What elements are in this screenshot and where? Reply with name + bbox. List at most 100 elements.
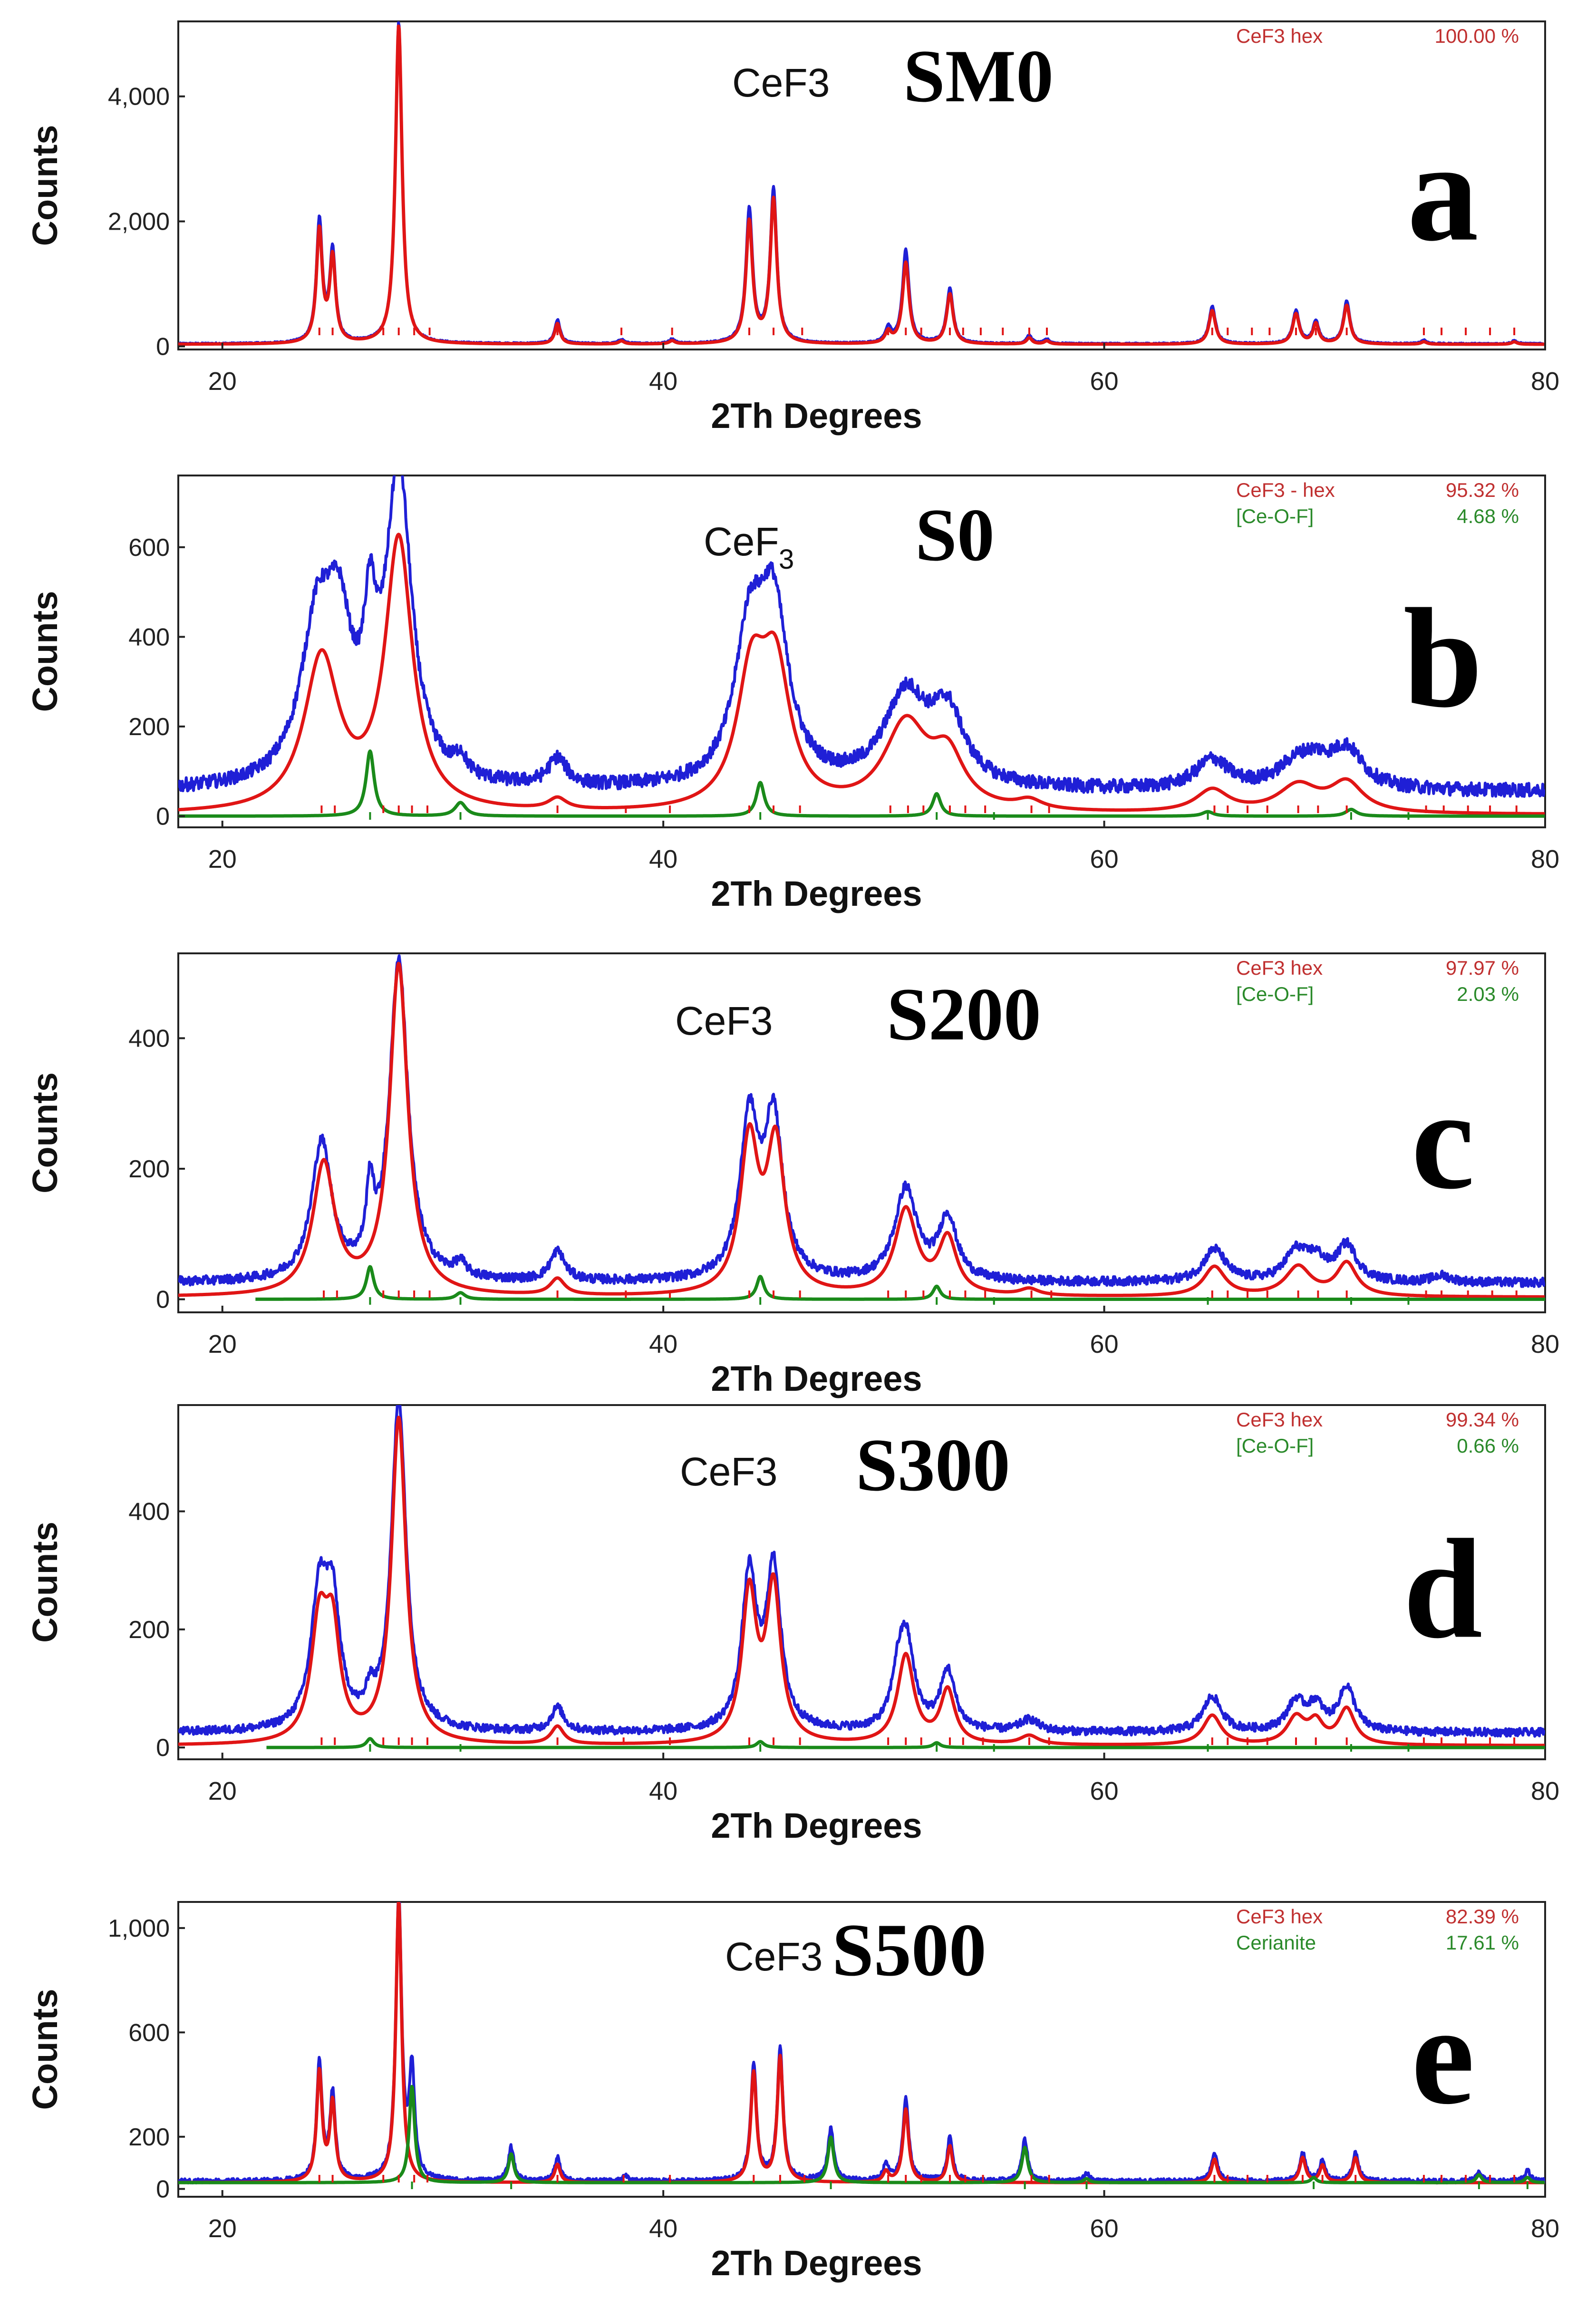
legend-phase-name: CeF3 hex xyxy=(1236,957,1323,979)
y-axis-title: Counts xyxy=(25,591,65,712)
plot-frame xyxy=(177,20,1546,350)
plot-frame xyxy=(177,475,1546,828)
plot-frame xyxy=(177,1404,1546,1760)
phase-label-subscript: 3 xyxy=(779,544,794,575)
panel-letter: d xyxy=(1403,1510,1483,1668)
phase1-fit-line xyxy=(178,961,1545,1299)
x-tick-label: 60 xyxy=(1090,845,1119,873)
legend-phase-name: CeF3 - hex xyxy=(1236,479,1335,501)
legend-phase-name: [Ce-O-F] xyxy=(1236,505,1314,527)
phase2-fit-line xyxy=(178,749,1545,818)
plot-frame xyxy=(177,1901,1546,2198)
x-tick-label: 20 xyxy=(208,1777,237,1805)
plot-area xyxy=(178,475,1545,818)
y-tick-label: 2,000 xyxy=(108,208,170,236)
y-tick-label: 400 xyxy=(128,1498,170,1526)
phase1-fit-line xyxy=(178,1416,1545,1747)
x-tick-label: 60 xyxy=(1090,367,1119,396)
legend-phase-percent: 100.00 % xyxy=(1435,25,1519,47)
x-tick-label: 60 xyxy=(1090,1777,1119,1805)
legend-phase-percent: 0.66 % xyxy=(1457,1435,1519,1457)
legend-phase-percent: 17.61 % xyxy=(1446,1931,1519,1954)
x-tick-label: 80 xyxy=(1531,2214,1559,2243)
sample-name: S300 xyxy=(856,1424,1010,1507)
panel-d: 20 40 60 80 0 200 400 2Th Degrees Counts CeF3 hex… xyxy=(25,1404,1559,1845)
legend-phase-name: CeF3 hex xyxy=(1236,1905,1323,1928)
panel-e: 20 40 60 80 0 200 600 1,000 2Th Degrees Counts CeF… xyxy=(25,1901,1559,2283)
legend-phase-percent: 4.68 % xyxy=(1457,505,1519,527)
phase-label: CeF3 xyxy=(725,1934,822,1979)
panel-b: 20 40 60 80 0 200 400 600 2Th Degrees Counts CeF3 … xyxy=(25,475,1559,913)
phase2-fit-line xyxy=(178,2085,1545,2184)
y-axis-title: Counts xyxy=(25,125,65,246)
x-tick-label: 60 xyxy=(1090,1330,1119,1358)
y-tick-label: 200 xyxy=(128,1155,170,1183)
phase-label: CeF3 xyxy=(732,60,830,105)
sample-name: SM0 xyxy=(903,35,1054,118)
x-tick-label: 40 xyxy=(649,2214,677,2243)
y-tick-label: 200 xyxy=(128,713,170,741)
phase2-fit-line xyxy=(265,1737,1545,1749)
x-tick-label: 80 xyxy=(1531,1330,1559,1358)
y-tick-label: 0 xyxy=(156,803,170,830)
x-axis-title: 2Th Degrees xyxy=(711,874,922,913)
y-tick-label: 400 xyxy=(128,1025,170,1052)
x-axis-title: 2Th Degrees xyxy=(711,396,922,436)
legend-phase-percent: 2.03 % xyxy=(1457,983,1519,1005)
x-tick-label: 40 xyxy=(649,845,677,873)
plot-area xyxy=(178,1405,1545,1749)
x-tick-label: 40 xyxy=(649,1330,677,1358)
panel-letter: a xyxy=(1407,113,1479,271)
sample-name: S0 xyxy=(915,494,995,577)
y-tick-label: 600 xyxy=(128,534,170,562)
y-tick-label: 0 xyxy=(156,333,170,360)
legend-phase-name: [Ce-O-F] xyxy=(1236,983,1314,1005)
x-tick-label: 20 xyxy=(208,1330,237,1358)
x-tick-label: 40 xyxy=(649,1777,677,1805)
y-tick-label: 4,000 xyxy=(108,83,170,111)
x-tick-label: 80 xyxy=(1531,1777,1559,1805)
phase2-fit-line xyxy=(254,1265,1545,1301)
phase-label: CeF3 xyxy=(675,999,773,1043)
phase-label: CeF3 xyxy=(680,1449,777,1494)
x-tick-label: 20 xyxy=(208,367,237,396)
y-axis-title: Counts xyxy=(25,1989,65,2110)
sample-name: S500 xyxy=(832,1909,987,1992)
x-axis-title: 2Th Degrees xyxy=(711,1359,922,1398)
phase1-fit-line xyxy=(178,24,1545,346)
x-tick-label: 40 xyxy=(649,367,677,396)
panel-letter: b xyxy=(1403,579,1483,737)
x-tick-label: 60 xyxy=(1090,2214,1119,2243)
x-tick-label: 80 xyxy=(1531,367,1559,396)
x-tick-label: 80 xyxy=(1531,845,1559,873)
panel-c: 20 40 60 80 0 200 400 2Th Degrees Counts CeF3 hex… xyxy=(25,952,1559,1398)
legend-phase-percent: 95.32 % xyxy=(1446,479,1519,501)
y-tick-label: 0 xyxy=(156,1734,170,1762)
observed-pattern-line xyxy=(178,475,1545,798)
legend-phase-name: CeF3 hex xyxy=(1236,1408,1323,1431)
panel-a: 20 40 60 80 0 2,000 4,000 2Th Degrees Counts CeF3… xyxy=(25,20,1559,436)
legend-phase-name: [Ce-O-F] xyxy=(1236,1435,1314,1457)
x-tick-label: 20 xyxy=(208,2214,237,2243)
phase-label: CeF xyxy=(704,519,779,564)
y-axis-title: Counts xyxy=(25,1522,65,1643)
plot-area xyxy=(178,1902,1545,2185)
y-tick-label: 0 xyxy=(156,2176,170,2203)
y-tick-label: 1,000 xyxy=(108,1915,170,1942)
legend-phase-name: Cerianite xyxy=(1236,1931,1316,1954)
x-axis-title: 2Th Degrees xyxy=(711,1806,922,1845)
panel-letter: e xyxy=(1411,1976,1474,2134)
y-tick-label: 0 xyxy=(156,1286,170,1314)
sample-name: S200 xyxy=(887,973,1041,1056)
plot-area xyxy=(178,21,1545,346)
y-tick-label: 200 xyxy=(128,1616,170,1644)
legend-phase-percent: 99.34 % xyxy=(1446,1408,1519,1431)
plot-area xyxy=(178,954,1545,1301)
legend-phase-name: CeF3 hex xyxy=(1236,25,1323,47)
x-tick-label: 20 xyxy=(208,845,237,873)
y-tick-label: 200 xyxy=(128,2124,170,2151)
phase1-fit-line xyxy=(178,533,1545,815)
x-axis-title: 2Th Degrees xyxy=(711,2243,922,2283)
y-axis-title: Counts xyxy=(25,1072,65,1193)
